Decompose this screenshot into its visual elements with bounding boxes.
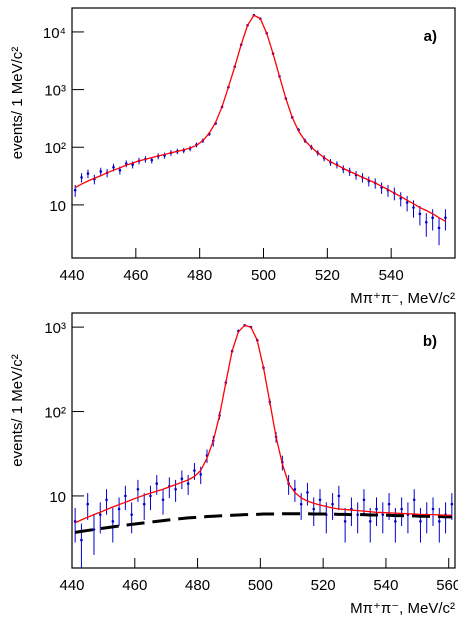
data-point [73, 188, 77, 192]
data-point [399, 197, 403, 200]
data-point [124, 494, 127, 498]
data-point [437, 226, 441, 230]
data-point [155, 482, 159, 485]
x-tick-label: 500 [248, 577, 273, 594]
background-curve [74, 512, 452, 534]
plot-area [73, 324, 454, 568]
data-point [444, 216, 447, 219]
data-point [356, 513, 359, 516]
x-tick-label: 520 [311, 577, 336, 594]
fit-curve [74, 14, 446, 222]
fit-curve [74, 324, 452, 524]
x-tick-label: 500 [251, 267, 276, 284]
plot-area [73, 13, 447, 246]
data-point [412, 206, 415, 209]
data-point [174, 487, 177, 491]
x-axis-label: Mπ⁺π⁻, MeV/c² [350, 290, 455, 307]
y-tick-label: 10³ [44, 320, 66, 337]
data-point [186, 482, 190, 485]
data-point [450, 502, 454, 506]
data-point [293, 487, 297, 491]
y-tick-label: 10⁴ [43, 25, 66, 42]
data-point [180, 477, 184, 481]
data-point [86, 172, 90, 175]
data-point [312, 507, 316, 511]
data-point [431, 507, 435, 511]
data-point [99, 170, 103, 173]
data-point [418, 212, 422, 216]
x-tick-label: 540 [379, 267, 404, 284]
y-tick-label: 10 [49, 489, 66, 506]
panel-label: a) [424, 28, 437, 45]
data-point [375, 507, 378, 511]
x-tick-label: 520 [315, 267, 340, 284]
y-axis-label: events/ 1 MeV/c² [9, 47, 26, 160]
data-point [86, 502, 89, 506]
x-tick-label: 440 [59, 577, 84, 594]
data-point [80, 538, 83, 542]
x-tick-label: 560 [436, 577, 458, 594]
plot-frame [71, 312, 456, 569]
data-point [438, 520, 441, 523]
data-point [318, 498, 322, 502]
data-point [368, 520, 372, 523]
x-axis-label: Mπ⁺π⁻, MeV/c² [350, 600, 455, 617]
data-point [387, 502, 391, 506]
data-point [112, 165, 115, 169]
data-point [130, 513, 133, 516]
data-point [92, 528, 96, 531]
data-point [142, 502, 146, 506]
y-tick-label: 10 [49, 198, 66, 215]
data-point [331, 502, 334, 506]
data-point [431, 216, 434, 219]
data-point [405, 201, 409, 204]
data-point [149, 494, 152, 498]
data-point [299, 502, 303, 506]
data-point [381, 513, 385, 516]
y-tick-label: 10³ [44, 83, 66, 100]
x-tick-label: 480 [187, 267, 212, 284]
data-point [343, 520, 347, 523]
panel-label: b) [423, 333, 437, 350]
data-point [400, 507, 403, 511]
data-point [161, 498, 165, 502]
data-point [118, 168, 122, 172]
plot-frame [71, 7, 456, 259]
data-point [306, 491, 309, 494]
data-point [193, 469, 196, 472]
data-point [98, 513, 102, 516]
data-point [337, 494, 341, 498]
data-point [136, 487, 140, 491]
y-axis-label: events/ 1 MeV/c² [9, 354, 26, 467]
data-point [419, 520, 422, 523]
y-tick-label: 10² [44, 405, 66, 422]
data-point [80, 176, 83, 179]
data-point [105, 498, 108, 502]
y-tick-label: 10² [44, 140, 66, 157]
data-point [394, 520, 397, 523]
x-tick-label: 480 [185, 577, 210, 594]
x-tick-label: 460 [123, 267, 148, 284]
data-point [111, 520, 115, 523]
x-tick-label: 540 [373, 577, 398, 594]
data-point [117, 507, 121, 511]
data-point [362, 498, 366, 502]
x-tick-label: 440 [59, 267, 84, 284]
x-tick-label: 460 [122, 577, 147, 594]
data-point [424, 220, 428, 224]
data-point [150, 158, 154, 162]
data-point [199, 473, 203, 476]
data-point [412, 498, 416, 502]
